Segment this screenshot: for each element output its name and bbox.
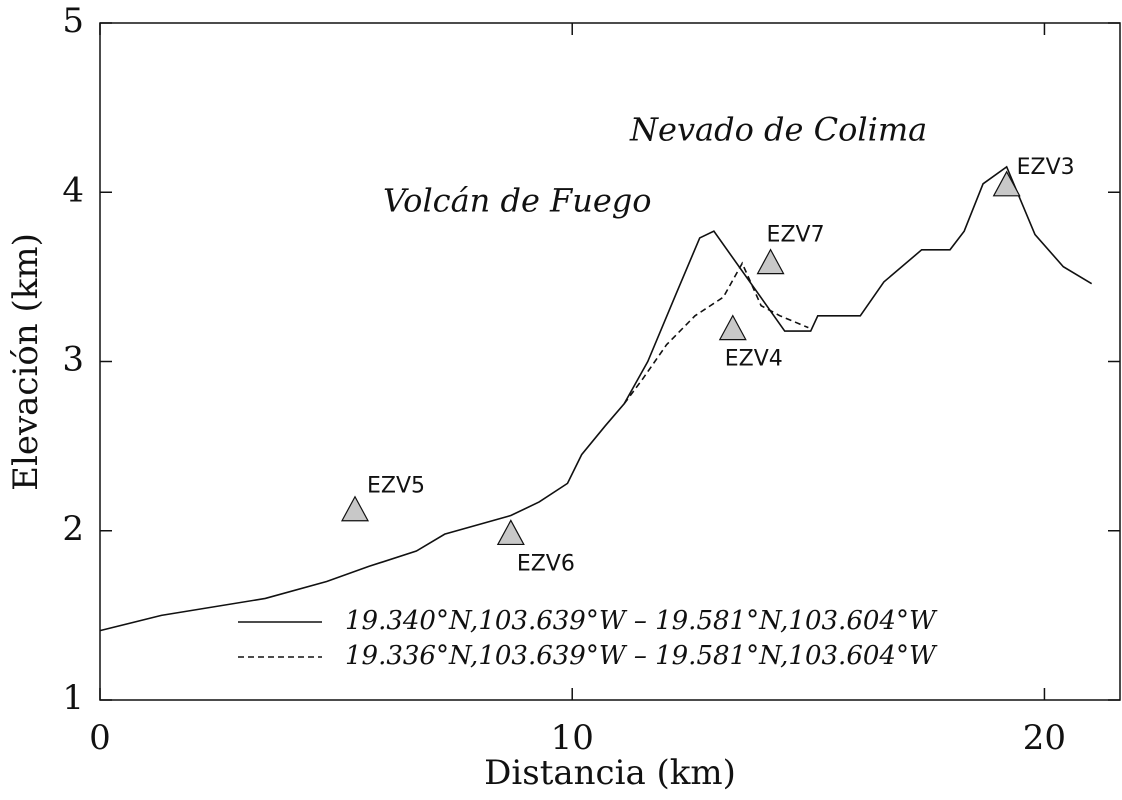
station-marker [340, 495, 370, 522]
annotation: Nevado de Colima [629, 111, 927, 149]
station-marker [496, 519, 525, 546]
x-tick-label: 20 [1023, 718, 1066, 758]
y-tick-label: 4 [62, 170, 84, 210]
plot-frame [99, 22, 1121, 701]
x-tick-label: 10 [551, 718, 594, 758]
legend-label: 19.336°N,103.639°W – 19.581°N,103.604°W [345, 641, 938, 671]
annotation: Volcán de Fuego [383, 182, 652, 220]
station-marker [992, 170, 1021, 197]
station-label: EZV6 [517, 551, 575, 576]
x-axis-label: Distancia (km) [484, 753, 736, 793]
y-tick-label: 1 [62, 678, 84, 718]
station-label: EZV3 [1017, 155, 1075, 180]
x-tick-label: 0 [89, 718, 111, 758]
station-label: EZV7 [767, 223, 825, 248]
station-marker [756, 248, 785, 275]
line-series [623, 261, 809, 405]
line-series [99, 165, 1093, 632]
y-tick-label: 3 [62, 340, 84, 380]
station-label: EZV5 [367, 474, 425, 499]
legend-label: 19.340°N,103.639°W – 19.581°N,103.604°W [345, 606, 938, 636]
station-label: EZV4 [725, 347, 783, 372]
y-axis-label: Elevación (km) [6, 233, 46, 491]
y-tick-label: 2 [62, 509, 84, 549]
station-marker [718, 314, 747, 341]
y-tick-label: 5 [62, 1, 84, 41]
